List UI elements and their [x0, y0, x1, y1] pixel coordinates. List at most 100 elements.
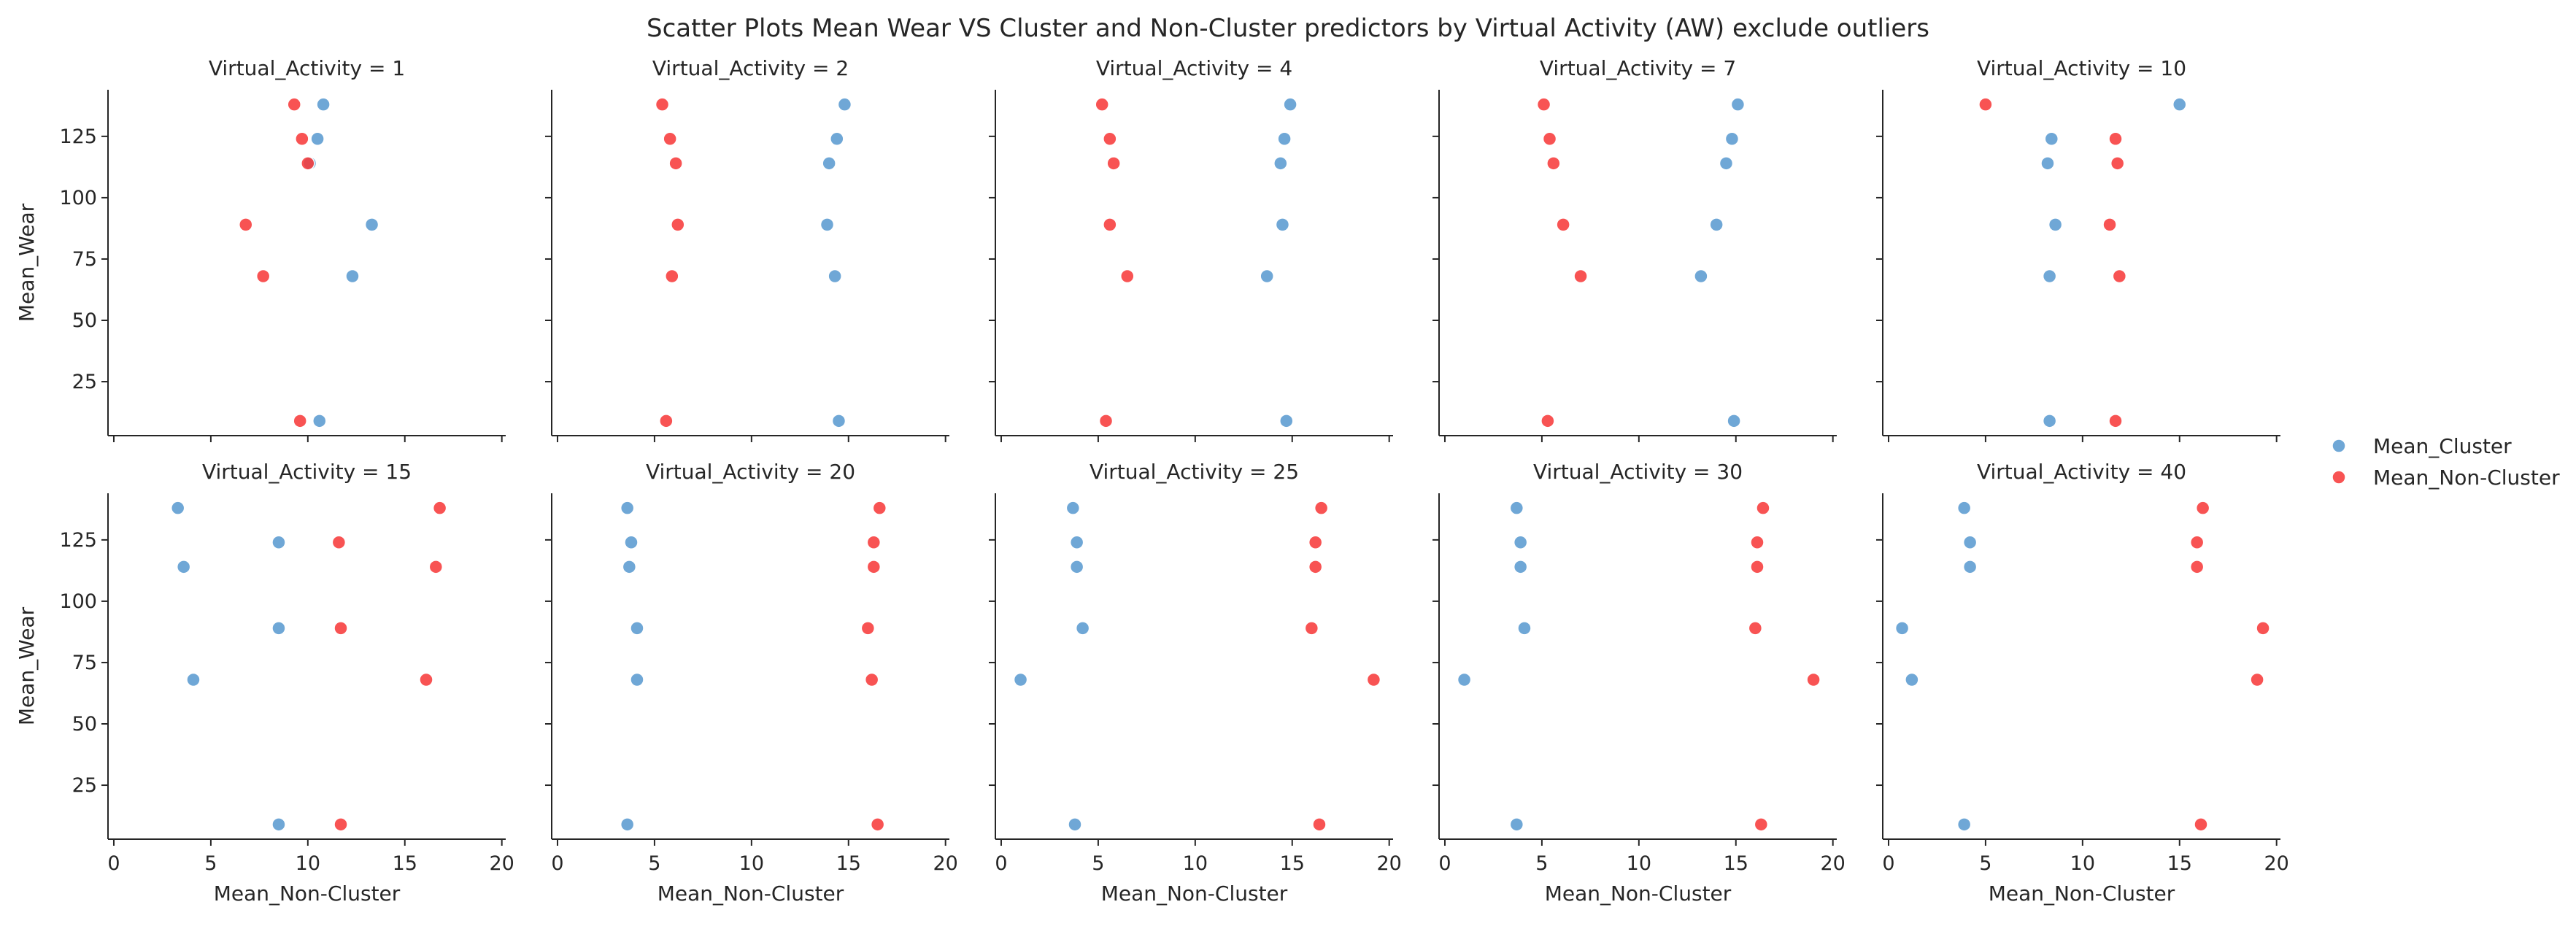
x-tick-label: 15 [1724, 852, 1748, 875]
data-point [1748, 621, 1763, 636]
data-point [866, 535, 882, 549]
data-point [1308, 535, 1323, 549]
facet-title: Virtual_Activity = 20 [646, 460, 855, 484]
x-tick-label: 15 [1280, 852, 1305, 875]
x-tick-label: 5 [1979, 852, 1991, 875]
x-tick-label: 20 [1821, 852, 1846, 875]
data-point [1457, 672, 1472, 687]
data-point [1279, 414, 1294, 428]
data-point [428, 560, 444, 574]
data-point [620, 501, 635, 515]
data-point [1540, 414, 1555, 428]
data-point [1098, 414, 1114, 428]
data-point [1277, 131, 1292, 146]
data-point [2044, 131, 2059, 146]
data-point [271, 621, 286, 636]
data-point [1069, 535, 1084, 549]
y-tick-label: 100 [59, 187, 97, 209]
data-point [1273, 156, 1288, 171]
data-point [630, 621, 644, 636]
data-point [872, 501, 887, 515]
x-tick-label: 5 [648, 852, 660, 875]
x-axis-label: Mean_Non-Cluster [1989, 881, 2175, 906]
data-point [2040, 156, 2055, 171]
x-tick-label: 10 [296, 852, 320, 875]
data-point [432, 501, 447, 515]
data-point [668, 156, 683, 171]
data-point [866, 560, 882, 574]
data-point [2110, 156, 2125, 171]
x-tick-label: 10 [739, 852, 764, 875]
data-point [1106, 156, 1121, 171]
x-axis-label: Mean_Non-Cluster [1545, 881, 1732, 906]
data-point [333, 817, 348, 832]
data-point [176, 560, 191, 574]
facet-panel: Virtual_Activity = 2 [545, 56, 949, 442]
data-point [333, 621, 348, 636]
facet-title: Virtual_Activity = 10 [1977, 56, 2186, 80]
x-tick-label: 0 [1438, 852, 1451, 875]
data-point [1905, 672, 1919, 687]
x-tick-label: 0 [995, 852, 1007, 875]
data-point [1724, 131, 1740, 146]
x-tick-label: 5 [1535, 852, 1548, 875]
legend-marker [2332, 470, 2346, 485]
data-point [2102, 217, 2117, 232]
facet-grid: Virtual_Activity = 1255075100125Mean_Wea… [15, 56, 2289, 906]
data-point [316, 97, 331, 112]
data-point [1517, 621, 1532, 636]
data-point [2048, 217, 2063, 232]
data-point [1727, 414, 1741, 428]
data-point [1103, 217, 1117, 232]
x-tick-label: 15 [393, 852, 417, 875]
data-point [1556, 217, 1570, 232]
y-tick-label: 100 [59, 590, 97, 613]
data-point [1366, 672, 1381, 687]
y-tick-label: 125 [59, 529, 97, 552]
data-point [1283, 97, 1297, 112]
data-point [1806, 672, 1821, 687]
data-point [271, 817, 286, 832]
legend: Mean_Cluster Mean_Non-Cluster [2332, 434, 2560, 490]
data-point [1546, 156, 1561, 171]
facet-title: Virtual_Activity = 1 [209, 56, 405, 80]
legend-label: Mean_Non-Cluster [2373, 466, 2560, 490]
data-point [2195, 501, 2210, 515]
y-tick-label: 75 [72, 652, 97, 674]
data-point [1894, 621, 1910, 636]
data-point [820, 217, 835, 232]
data-point [1509, 501, 1524, 515]
data-point [1956, 817, 1972, 832]
data-point [312, 414, 327, 428]
facet-panel: Virtual_Activity = 10 [1876, 56, 2280, 442]
facet-panel: Virtual_Activity = 1 25 50 75 100 125 Mean_Wea… [15, 56, 506, 442]
data-point [1513, 535, 1528, 549]
x-tick-label: 20 [490, 852, 514, 875]
data-point [1756, 501, 1770, 515]
data-point [2112, 269, 2127, 284]
data-point [2189, 535, 2205, 549]
data-point [2256, 621, 2270, 636]
data-point [2189, 560, 2205, 574]
data-point [419, 672, 433, 687]
facet-panel: Virtual_Activity = 4 [989, 56, 1393, 442]
data-point [830, 131, 844, 146]
x-tick-label: 15 [2167, 852, 2192, 875]
x-tick-label: 0 [1882, 852, 1894, 875]
y-axis-label: Mean_Wear [15, 203, 39, 322]
facet-title: Virtual_Activity = 30 [1533, 460, 1743, 484]
x-tick-label: 20 [933, 852, 958, 875]
data-point [170, 501, 185, 515]
data-point [864, 672, 879, 687]
y-tick-label: 50 [72, 713, 97, 736]
x-tick-label: 20 [2264, 852, 2289, 875]
facet-panel: Virtual_Activity = 7 [1432, 56, 1837, 442]
data-point [331, 535, 347, 549]
data-point [663, 131, 677, 146]
data-point [310, 131, 325, 146]
x-tick-label: 15 [836, 852, 861, 875]
data-point [665, 269, 679, 284]
facet-title: Virtual_Activity = 2 [652, 56, 849, 80]
data-point [1750, 535, 1765, 549]
data-point [630, 672, 644, 687]
